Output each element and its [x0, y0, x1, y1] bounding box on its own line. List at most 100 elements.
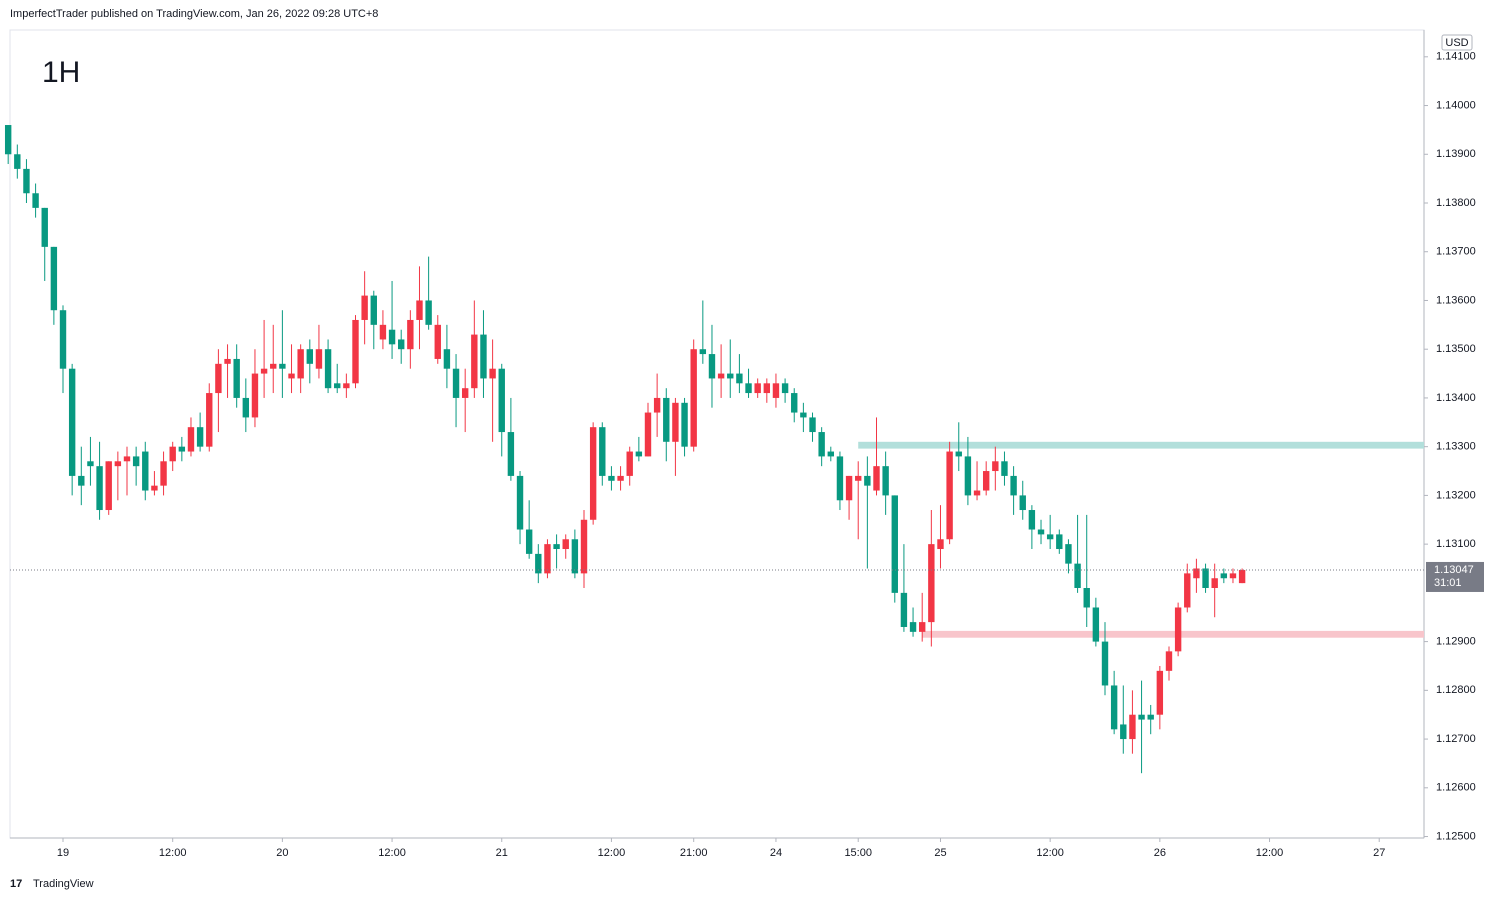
- candle-body: [1211, 578, 1218, 588]
- candle-body: [224, 358, 231, 364]
- candle-body: [1065, 544, 1072, 564]
- candle-body: [78, 475, 85, 486]
- candle-body: [1083, 587, 1090, 608]
- candle-body: [1110, 685, 1118, 730]
- y-tick-label: 1.14000: [1436, 99, 1476, 111]
- x-tick-label: 12:00: [159, 847, 187, 859]
- x-tick-label: 27: [1373, 847, 1385, 859]
- candle-body: [955, 451, 962, 457]
- candle-body: [398, 339, 405, 350]
- candle-body: [14, 154, 21, 169]
- x-tick-label: 12:00: [1036, 847, 1064, 859]
- candle-body: [59, 310, 67, 369]
- y-tick-label: 1.12900: [1436, 636, 1476, 648]
- candle-body: [1092, 607, 1100, 642]
- candle-body: [132, 456, 140, 467]
- candle-body: [23, 168, 30, 194]
- logo-icon: 17: [10, 878, 22, 890]
- candle-body: [260, 368, 268, 374]
- x-tick-label: 24: [770, 847, 782, 859]
- candle-body: [1193, 568, 1200, 579]
- y-tick-label: 1.13400: [1436, 392, 1476, 404]
- candle-body: [617, 475, 624, 481]
- candle-body: [32, 193, 39, 208]
- candle-body: [708, 354, 716, 379]
- candle-body: [416, 300, 423, 320]
- candle-body: [690, 349, 697, 447]
- candle-body: [4, 125, 12, 155]
- x-tick-label: 21:00: [680, 847, 708, 859]
- candle-body: [571, 539, 579, 574]
- countdown-label: 31:01: [1434, 577, 1462, 589]
- candle-body: [1010, 475, 1017, 496]
- y-tick-label: 1.12800: [1436, 684, 1476, 696]
- candle-body: [772, 383, 780, 398]
- candle-body: [580, 519, 588, 574]
- candle-body: [334, 383, 341, 389]
- candle-body: [946, 451, 953, 540]
- candle-body: [178, 446, 186, 452]
- x-tick-label: 15:00: [844, 847, 872, 859]
- candle-body: [937, 539, 944, 550]
- candle-body: [297, 349, 304, 379]
- candle-body: [672, 402, 679, 442]
- last-price-label: 1.13047: [1434, 564, 1474, 576]
- candle-body: [964, 456, 972, 496]
- x-tick-label: 12:00: [1256, 847, 1284, 859]
- zone: [922, 630, 1424, 638]
- candle-body: [279, 363, 286, 369]
- candle-body: [864, 475, 871, 486]
- x-tick-label: 21: [496, 847, 508, 859]
- candle-body: [800, 412, 807, 418]
- candle-body: [589, 427, 597, 520]
- last-price-box: [1426, 561, 1484, 592]
- candle-body: [343, 383, 350, 389]
- candle-body: [827, 451, 834, 457]
- candle-body: [425, 300, 432, 325]
- candle-body: [388, 329, 396, 345]
- candle-body: [535, 553, 542, 574]
- candle-body: [1138, 714, 1145, 720]
- candle-body: [114, 461, 122, 467]
- candle-body: [736, 373, 743, 384]
- candle-body: [452, 368, 460, 398]
- y-tick-label: 1.12600: [1436, 782, 1476, 794]
- candle-body: [123, 456, 131, 462]
- candle-body: [169, 446, 176, 462]
- candle-body: [1019, 495, 1026, 511]
- candle-body: [982, 471, 990, 491]
- candle-body: [781, 383, 789, 394]
- candle-body: [361, 295, 368, 320]
- candle-body: [443, 349, 451, 369]
- candle-body: [1028, 510, 1036, 530]
- x-tick-label: 25: [934, 847, 946, 859]
- candle-body: [1156, 670, 1164, 715]
- candle-body: [1174, 607, 1182, 652]
- candle-body: [1229, 573, 1237, 579]
- candle-body: [407, 319, 414, 350]
- candle-body: [196, 427, 204, 447]
- candle-body: [1056, 534, 1063, 550]
- candle-body: [379, 324, 387, 340]
- candle-body: [973, 490, 981, 496]
- footer-brand: TradingView: [33, 878, 94, 890]
- y-tick-label: 1.13300: [1436, 441, 1476, 453]
- timeframe-label: 1H: [42, 56, 80, 89]
- y-tick-label: 1.13200: [1436, 489, 1476, 501]
- candle-body: [1202, 568, 1209, 588]
- candle-body: [599, 427, 606, 476]
- candle-body: [68, 368, 76, 476]
- candle-body: [919, 622, 926, 632]
- candle-body: [434, 324, 441, 359]
- candle-body: [270, 363, 277, 369]
- candle-body: [699, 349, 707, 355]
- candle-body: [96, 466, 103, 511]
- candle-body: [187, 427, 195, 452]
- candle-body: [324, 349, 332, 389]
- candle-body: [215, 363, 222, 394]
- candle-body: [1238, 569, 1246, 584]
- candle-body: [809, 417, 816, 433]
- currency-label: USD: [1445, 37, 1468, 49]
